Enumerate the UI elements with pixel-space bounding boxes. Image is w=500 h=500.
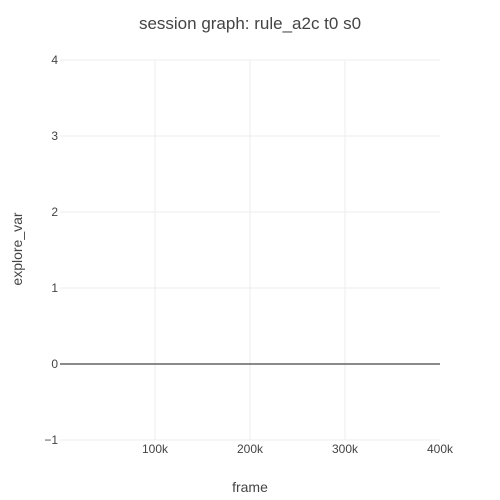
x-tick-label: 300k xyxy=(332,442,359,456)
y-tick-label: −1 xyxy=(44,433,58,447)
x-axis-title: frame xyxy=(232,479,268,495)
y-tick-label: 2 xyxy=(51,205,58,219)
y-axis-title: explore_var xyxy=(9,212,25,285)
x-tick-label: 200k xyxy=(237,442,264,456)
grid-layer xyxy=(60,59,440,441)
y-tick-label: 1 xyxy=(51,281,58,295)
y-tick-label: 4 xyxy=(51,53,58,67)
x-tick-label: 100k xyxy=(142,442,169,456)
y-tick-label: 0 xyxy=(51,357,58,371)
y-tick-label: 3 xyxy=(51,129,58,143)
x-tick-label: 400k xyxy=(427,442,454,456)
tick-layer: −1 0 1 2 3 4 100k 200k 300k 400k xyxy=(44,53,454,456)
chart-title: session graph: rule_a2c t0 s0 xyxy=(139,14,361,33)
